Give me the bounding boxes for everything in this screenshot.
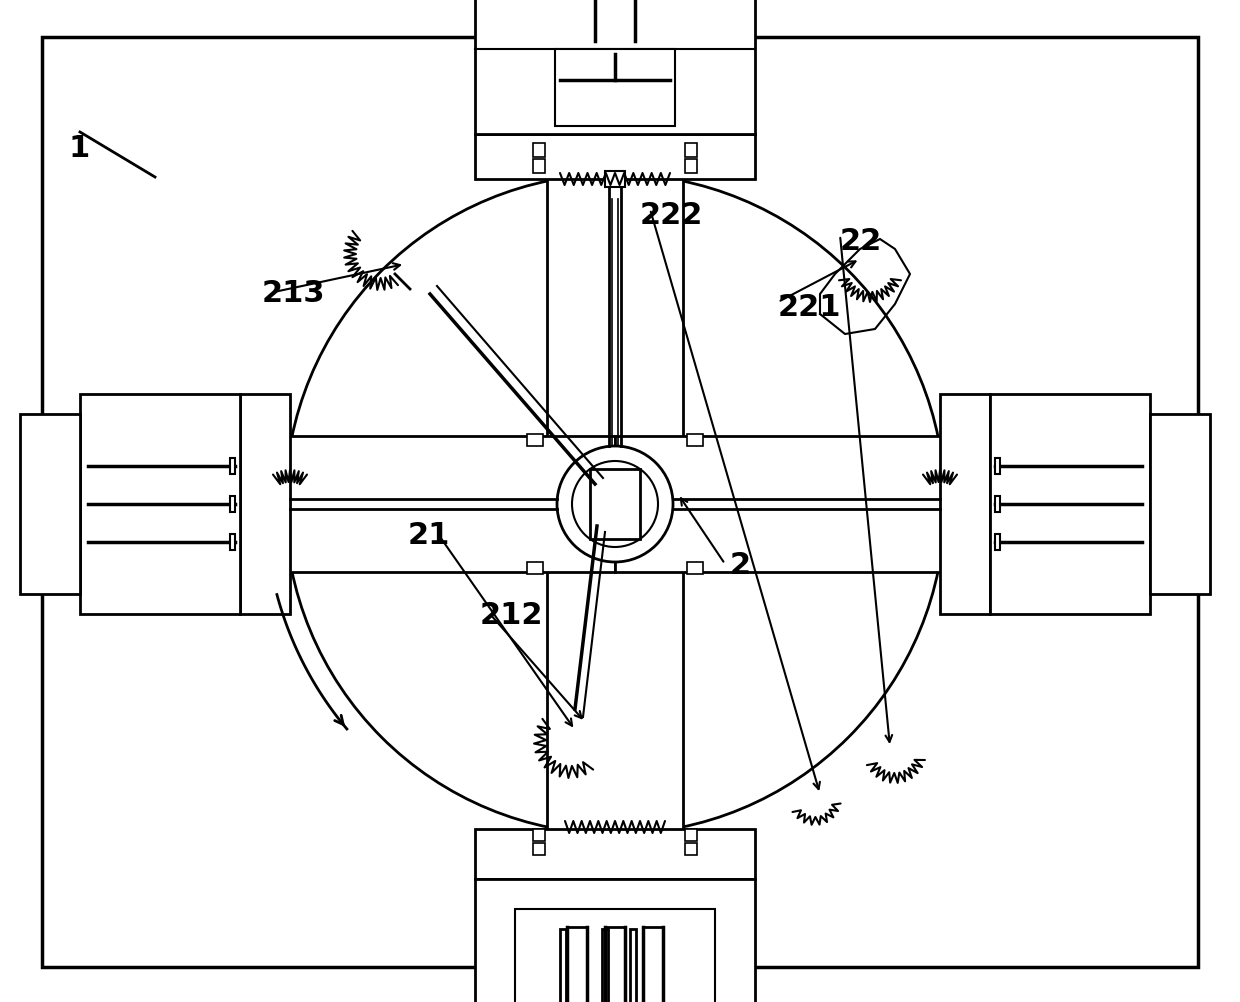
Polygon shape [229,497,236,512]
Polygon shape [20,415,81,594]
Polygon shape [81,395,241,614]
Text: 22: 22 [839,226,882,256]
Polygon shape [547,169,683,504]
Polygon shape [684,843,697,855]
Polygon shape [684,144,697,158]
Polygon shape [994,497,999,512]
Polygon shape [560,929,565,1002]
Polygon shape [687,562,703,574]
Polygon shape [684,830,697,841]
Polygon shape [229,534,236,550]
Text: 222: 222 [640,200,703,229]
Text: 221: 221 [777,294,842,323]
Polygon shape [940,395,990,614]
Polygon shape [241,395,290,614]
Text: 2: 2 [730,550,751,579]
Circle shape [557,447,673,562]
Polygon shape [533,144,546,158]
Text: 213: 213 [262,279,326,308]
Polygon shape [990,395,1149,614]
Polygon shape [1149,415,1210,594]
Polygon shape [547,504,683,839]
Polygon shape [527,435,543,447]
Text: 1: 1 [68,133,89,162]
Polygon shape [994,459,999,475]
Polygon shape [684,160,697,173]
Polygon shape [615,437,950,572]
Text: 21: 21 [408,520,450,549]
Polygon shape [280,437,615,572]
Polygon shape [601,929,608,1002]
Polygon shape [533,160,546,173]
Polygon shape [527,562,543,574]
Polygon shape [515,909,715,1002]
Polygon shape [630,929,636,1002]
Polygon shape [605,171,625,187]
Polygon shape [687,435,703,447]
Polygon shape [533,843,546,855]
Polygon shape [475,135,755,179]
Polygon shape [590,470,640,539]
Polygon shape [556,49,675,127]
Polygon shape [475,830,755,879]
Text: 212: 212 [480,600,543,629]
Polygon shape [475,879,755,1002]
Polygon shape [229,459,236,475]
Polygon shape [533,830,546,841]
Polygon shape [994,534,999,550]
Polygon shape [475,0,755,135]
